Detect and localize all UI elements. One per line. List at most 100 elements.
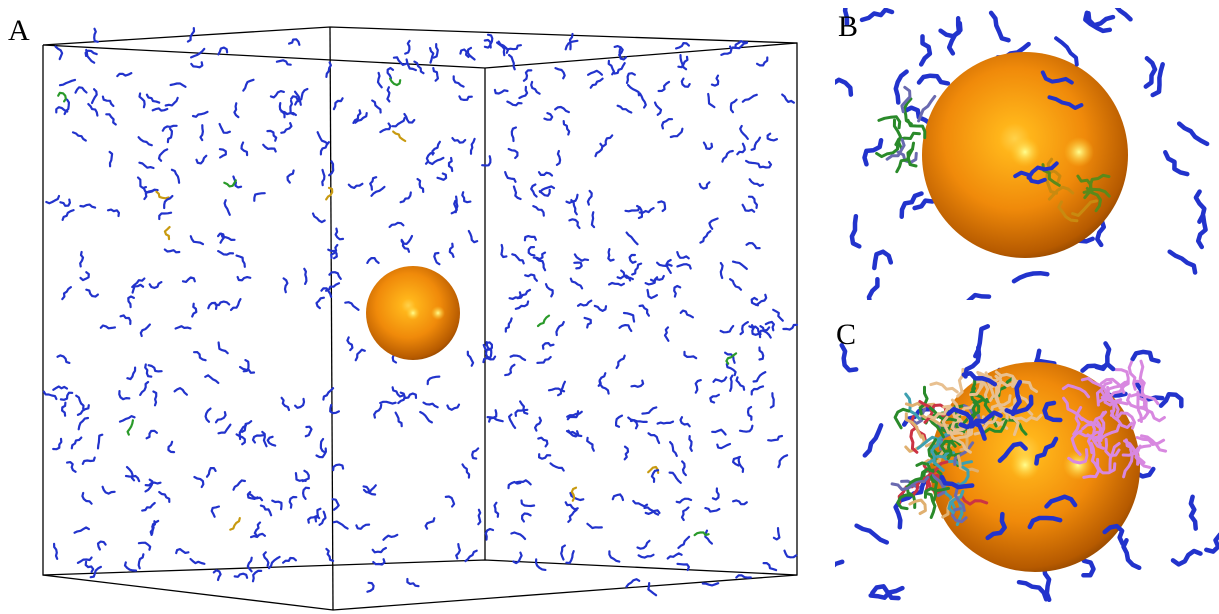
chain (857, 526, 887, 543)
chain (168, 442, 174, 452)
chain (737, 144, 745, 154)
chain (746, 161, 760, 167)
chain (156, 192, 168, 199)
chain (106, 114, 116, 124)
chain (501, 245, 506, 257)
chain (78, 558, 92, 563)
chain (426, 518, 435, 529)
chain (681, 417, 690, 426)
chain (921, 36, 930, 64)
chain (380, 124, 390, 133)
chain (262, 432, 266, 446)
highlight (1064, 137, 1094, 167)
chain (234, 103, 238, 117)
chain (248, 558, 252, 572)
chain (456, 544, 460, 558)
chain (821, 562, 843, 584)
chain (280, 103, 285, 117)
chain (609, 551, 619, 561)
chain (721, 326, 734, 332)
chain (219, 425, 231, 434)
chain (372, 101, 380, 113)
chain (86, 290, 98, 297)
chain (56, 47, 63, 60)
chain (133, 285, 144, 293)
chain (658, 201, 665, 211)
chain (525, 236, 536, 240)
chain (139, 163, 153, 168)
chain (390, 223, 404, 227)
chain (367, 583, 373, 592)
chain (370, 177, 376, 190)
chain (949, 23, 960, 53)
chain (238, 277, 251, 280)
chain (205, 375, 218, 383)
chain (159, 213, 171, 219)
chain (334, 522, 348, 529)
chain (150, 282, 162, 288)
chain (119, 391, 129, 399)
chain (640, 306, 649, 316)
chain (730, 376, 732, 391)
chain (159, 149, 167, 160)
chain (535, 418, 541, 431)
chain (710, 395, 719, 403)
chain (334, 98, 343, 109)
chain (991, 13, 1008, 40)
chain (771, 393, 774, 407)
chain (373, 559, 384, 564)
chain (1129, 362, 1135, 389)
chain (760, 162, 771, 168)
chain (53, 439, 61, 449)
chain (261, 506, 271, 516)
chain (551, 463, 564, 470)
chain (640, 94, 646, 108)
chain (628, 85, 639, 95)
chain (537, 357, 550, 363)
chain (700, 231, 710, 242)
chain (670, 442, 677, 456)
chain (592, 212, 594, 227)
chain (511, 533, 525, 540)
chain (609, 61, 614, 74)
chain (110, 152, 113, 166)
chain (596, 144, 603, 156)
chain (103, 487, 115, 494)
chain (600, 382, 609, 394)
chain (378, 73, 382, 87)
chain (588, 191, 592, 205)
chain (306, 427, 312, 437)
chain (682, 461, 686, 475)
chain (1019, 582, 1046, 599)
chain (88, 104, 97, 116)
chain (405, 41, 409, 54)
chain (764, 563, 777, 570)
chain (191, 236, 203, 244)
chain (689, 436, 691, 451)
chain (520, 401, 527, 413)
chain (127, 368, 135, 380)
chain (188, 28, 194, 41)
chain (383, 535, 397, 540)
chain (171, 84, 186, 87)
chain (682, 508, 688, 521)
chain (714, 377, 727, 381)
chain (1170, 252, 1195, 273)
chain (296, 473, 306, 481)
chain (731, 100, 737, 113)
chain (655, 103, 661, 115)
chain (509, 415, 515, 428)
chain (356, 525, 369, 529)
chain (546, 284, 553, 296)
chain (139, 137, 152, 145)
chain (127, 467, 134, 480)
chain (608, 249, 613, 261)
chain (471, 139, 475, 154)
chain (317, 298, 324, 308)
chain (263, 145, 276, 152)
chain (482, 156, 490, 165)
chain (80, 205, 95, 208)
chain (575, 254, 588, 260)
chain (713, 489, 719, 500)
chain (662, 119, 672, 128)
